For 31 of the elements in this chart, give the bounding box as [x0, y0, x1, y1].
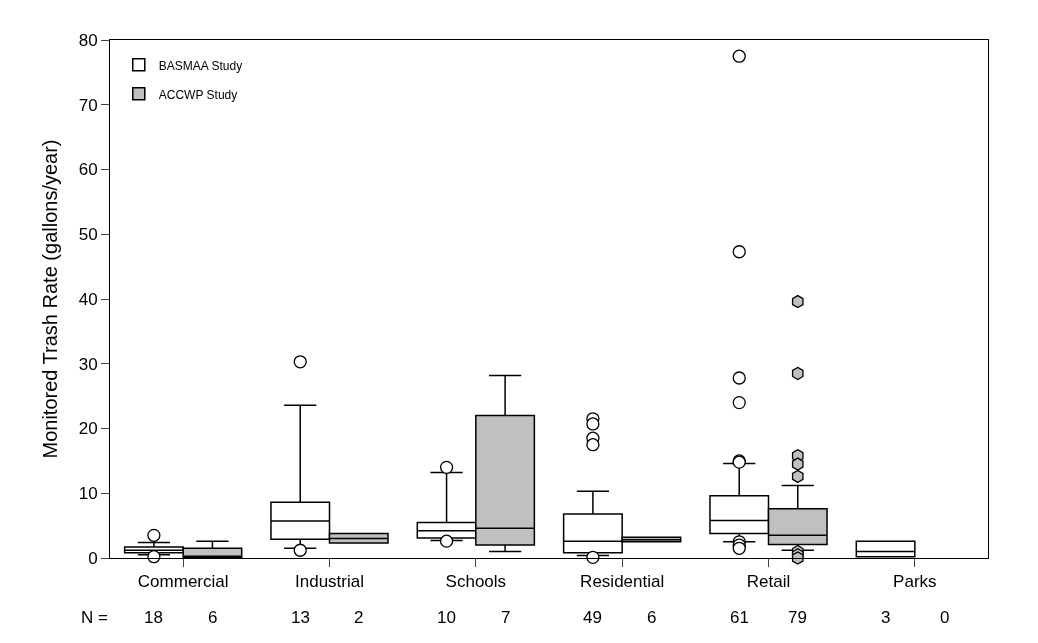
y-tick-label: 80 — [78, 30, 98, 50]
y-tick-label: 0 — [88, 548, 98, 568]
text: 6 — [647, 608, 657, 627]
x-tick-label: Residential — [580, 572, 665, 592]
text: 7 — [501, 608, 511, 627]
y-axis-title: Monitored Trash Rate (gallons/year) — [39, 139, 62, 459]
x-tick-label: Retail — [746, 572, 791, 592]
y-tick-label: 70 — [78, 95, 98, 115]
text: N = — [81, 608, 108, 627]
x-tick-label: Industrial — [295, 572, 364, 592]
legend-label: ACCWP Study — [158, 87, 238, 102]
x-tick-label: Schools — [445, 572, 507, 592]
text: 6 — [208, 608, 218, 627]
y-tick-label: 30 — [78, 354, 98, 374]
text: 10 — [437, 608, 456, 627]
text: 61 — [730, 608, 749, 627]
y-tick-label: 50 — [78, 225, 98, 245]
y-tick-label: 10 — [78, 484, 98, 504]
legend-label: BASMAA Study — [158, 58, 243, 73]
text: 79 — [788, 608, 807, 627]
y-tick-label: 20 — [78, 419, 98, 439]
y-tick-label: 60 — [78, 160, 98, 180]
text: 0 — [940, 608, 950, 627]
x-tick-label: Parks — [893, 572, 937, 592]
y-tick-label: 40 — [78, 289, 98, 309]
text: 13 — [291, 608, 310, 627]
x-tick-label: Commercial — [137, 572, 229, 592]
text: 3 — [881, 608, 891, 627]
text: 18 — [144, 608, 163, 627]
text: 2 — [354, 608, 364, 627]
text: 49 — [583, 608, 602, 627]
